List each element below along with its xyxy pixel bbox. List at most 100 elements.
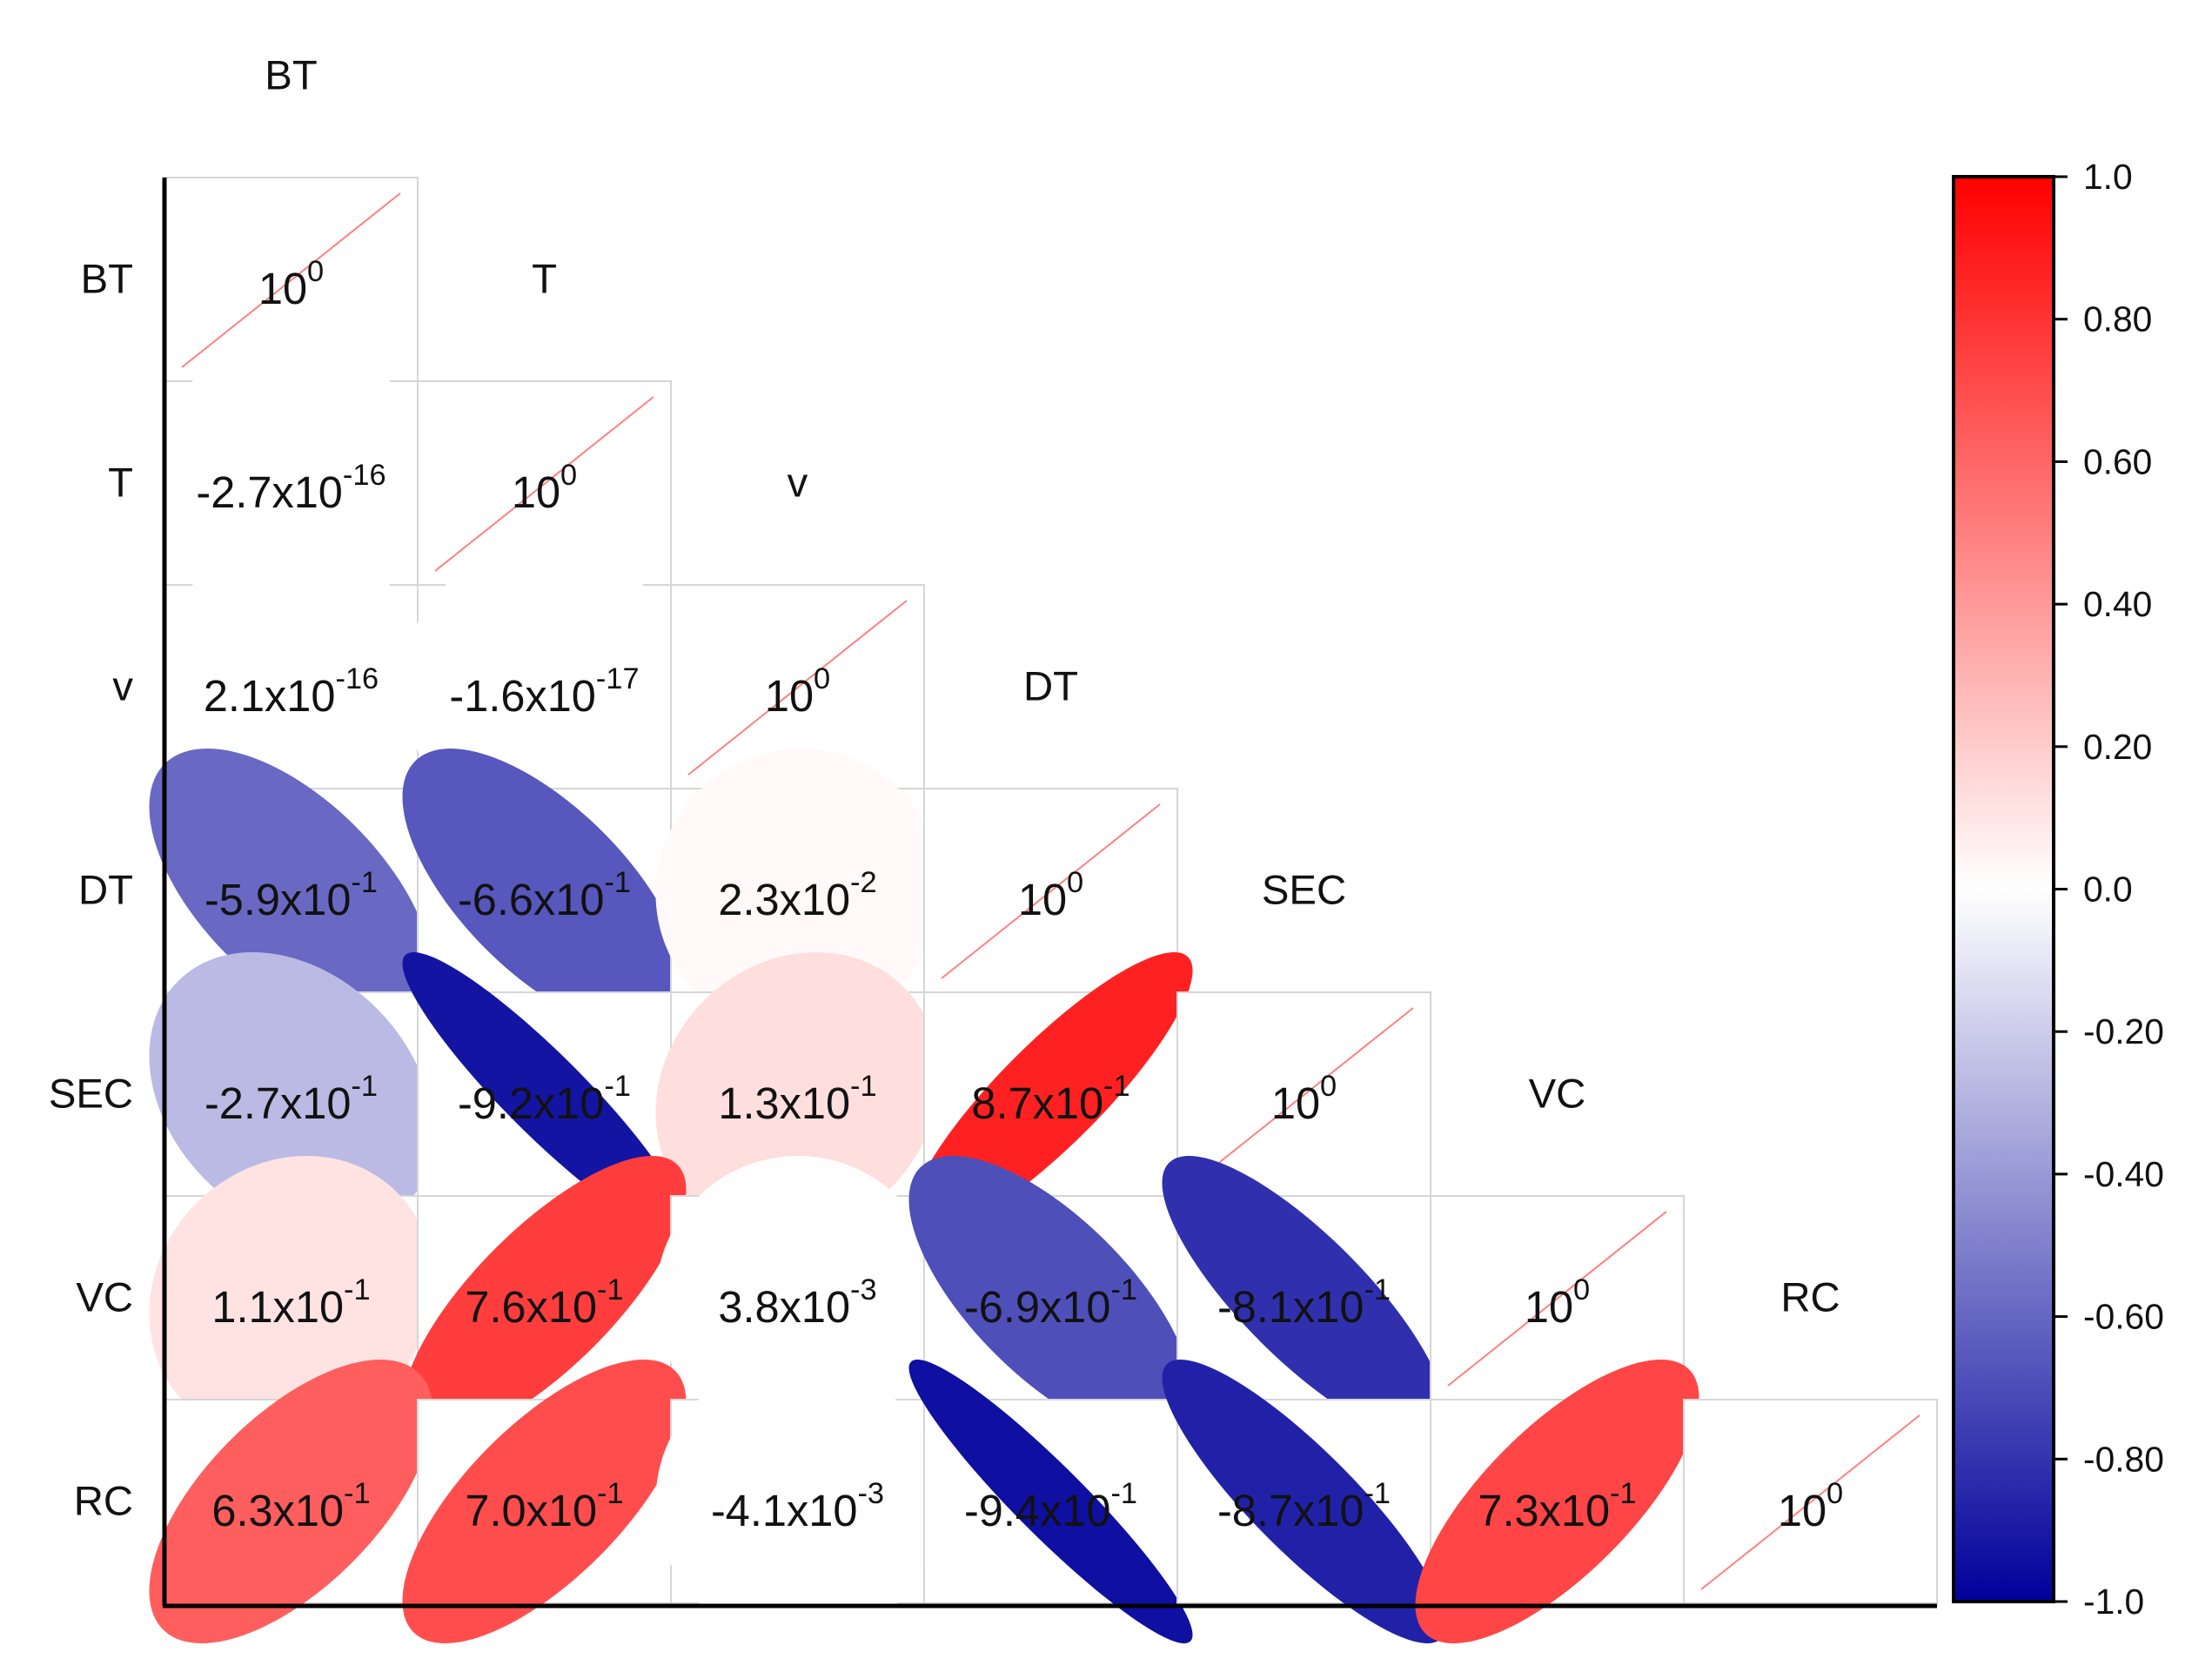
cell-label-exponent: -1 [850, 1070, 877, 1103]
cell-label-sec-v: 1.3x10-1 [718, 1070, 876, 1128]
diagonal-line [941, 803, 1161, 979]
cell-label-dt-bt: -5.9x10-1 [204, 866, 378, 924]
cell-label-mantissa: -1.6x10 [449, 671, 596, 721]
cell-label-exponent: 0 [1067, 866, 1083, 899]
matrix-frame [162, 178, 1937, 1609]
correlation-ellipse [149, 952, 433, 1237]
cell-label-mantissa: -8.7x10 [1217, 1486, 1364, 1535]
cell-dt-bt: -5.9x10-1 [149, 749, 433, 1033]
cell-label-exponent: -1 [1110, 1477, 1137, 1510]
cell-rc-v: -4.1x10-3 [655, 1359, 940, 1643]
cell-label-mantissa: 1.3x10 [718, 1078, 850, 1128]
cell-label-mantissa: 1.1x10 [211, 1282, 344, 1332]
correlation-ellipse [655, 1359, 940, 1643]
colorbar-tick-label: 0.20 [2083, 727, 2152, 767]
cell-label-exponent: 0 [560, 459, 577, 492]
column-label-rc: RC [1780, 1275, 1840, 1321]
cell-label-vc-bt: 1.1x10-1 [211, 1273, 370, 1332]
cell-label-exponent: -1 [351, 866, 378, 899]
diagonal-line [181, 192, 401, 368]
cell-label-sec-t: -9.2x10-1 [458, 1070, 631, 1128]
cell-label-exponent: 0 [814, 662, 830, 695]
cell-rc-vc: 7.3x10-1 [1415, 1360, 1699, 1644]
row-label-bt: BT [81, 257, 133, 303]
colorbar-tick-label: 0.40 [2083, 584, 2152, 624]
cell-label-vc-dt: -6.9x10-1 [964, 1273, 1137, 1332]
cell-label-v-t: -1.6x10-17 [449, 662, 639, 721]
cell-label-t-bt: -2.7x10-16 [196, 459, 385, 517]
correlation-ellipse [908, 1360, 1193, 1644]
colorbar-gradient [1952, 175, 2055, 1603]
cell-label-rc-vc: 7.3x10-1 [1478, 1477, 1636, 1535]
row-label-sec: SEC [49, 1071, 133, 1118]
cell-label-v-bt: 2.1x10-16 [204, 662, 379, 721]
cell-rc-rc: 100 [1683, 1399, 1938, 1604]
row-label-dt: DT [78, 868, 133, 914]
cell-label-mantissa: 10 [765, 671, 814, 721]
column-label-dt: DT [1023, 664, 1078, 710]
correlation-ellipse [402, 749, 687, 1033]
cell-dt-t: -6.6x10-1 [402, 749, 687, 1033]
column-label-bt: BT [265, 53, 317, 99]
cell-label-exponent: -1 [604, 866, 631, 899]
cell-label-mantissa: 10 [1778, 1486, 1827, 1535]
colorbar-tick-label: -0.40 [2083, 1154, 2164, 1194]
cell-label-mantissa: -9.4x10 [964, 1486, 1111, 1535]
diagonal-line [1194, 1007, 1414, 1183]
cell-label-mantissa: -9.2x10 [458, 1078, 605, 1128]
cell-label-sec-dt: 8.7x10-1 [971, 1070, 1129, 1128]
cell-label-mantissa: -4.1x10 [711, 1486, 858, 1535]
cell-label-exponent: -2 [850, 866, 877, 899]
cell-label-exponent: -3 [850, 1273, 877, 1306]
cell-label-exponent: 0 [1827, 1477, 1843, 1510]
colorbar-tick-label: -0.60 [2083, 1297, 2164, 1337]
cell-label-mantissa: 10 [258, 264, 307, 313]
cell-label-mantissa: -2.7x10 [204, 1078, 352, 1128]
cell-label-exponent: -17 [596, 662, 640, 695]
correlation-ellipse [149, 749, 433, 1033]
cell-rc-sec: -8.7x10-1 [1162, 1359, 1446, 1643]
cell-rc-dt: -9.4x10-1 [908, 1360, 1193, 1644]
row-label-vc: VC [76, 1275, 133, 1321]
cell-label-dt-v: 2.3x10-2 [718, 866, 876, 924]
cell-rc-t: 7.0x10-1 [402, 1359, 687, 1643]
row-label-rc: RC [74, 1479, 133, 1525]
cell-label-exponent: -3 [857, 1477, 884, 1510]
cell-label-vc-sec: -8.1x10-1 [1217, 1273, 1391, 1332]
correlation-ellipse [908, 1156, 1193, 1441]
cell-label-exponent: -1 [1110, 1273, 1137, 1306]
cell-label-exponent: -1 [344, 1477, 371, 1510]
correlation-ellipse [1415, 1360, 1699, 1644]
cell-label-exponent: -1 [604, 1070, 631, 1103]
correlation-ellipse [655, 748, 940, 1032]
cell-label-exponent: -16 [343, 459, 386, 492]
cell-label-rc-sec: -8.7x10-1 [1217, 1477, 1391, 1535]
row-label-t: T [108, 460, 133, 507]
diagonal-line [434, 396, 654, 572]
cell-label-mantissa: -8.1x10 [1217, 1282, 1364, 1332]
cell-rc-bt: 6.3x10-1 [149, 1359, 433, 1643]
column-label-sec: SEC [1262, 868, 1346, 914]
column-label-vc: VC [1529, 1071, 1586, 1118]
cell-label-rc-bt: 6.3x10-1 [211, 1477, 370, 1535]
colorbar: 1.0 0.80 0.60 0.40 0.20 0.0 -0.20 -0.40 -0.60 -0.… [1952, 157, 2164, 1622]
colorbar-tick-label: 1.0 [2083, 157, 2133, 197]
cell-label-mantissa: 10 [1271, 1078, 1320, 1128]
correlation-ellipse [1162, 1359, 1446, 1643]
column-label-t: T [532, 257, 557, 303]
colorbar-tick-label: 0.0 [2083, 870, 2133, 910]
cell-label-sec-sec: 100 [1271, 1070, 1337, 1128]
cell-label-mantissa: 2.1x10 [204, 671, 336, 721]
cell-label-rc-dt: -9.4x10-1 [964, 1477, 1137, 1535]
cell-label-mantissa: 3.8x10 [718, 1282, 850, 1332]
correlation-ellipse [655, 952, 940, 1237]
cell-label-vc-t: 7.6x10-1 [465, 1273, 623, 1332]
cell-label-exponent: 0 [1573, 1273, 1590, 1306]
cell-label-exponent: -16 [336, 662, 379, 695]
colorbar-tick-label: -0.20 [2083, 1011, 2164, 1051]
correlation-ellipse [402, 1155, 687, 1440]
correlation-ellipse [1162, 1156, 1446, 1441]
cell-label-vc-vc: 100 [1525, 1273, 1590, 1332]
